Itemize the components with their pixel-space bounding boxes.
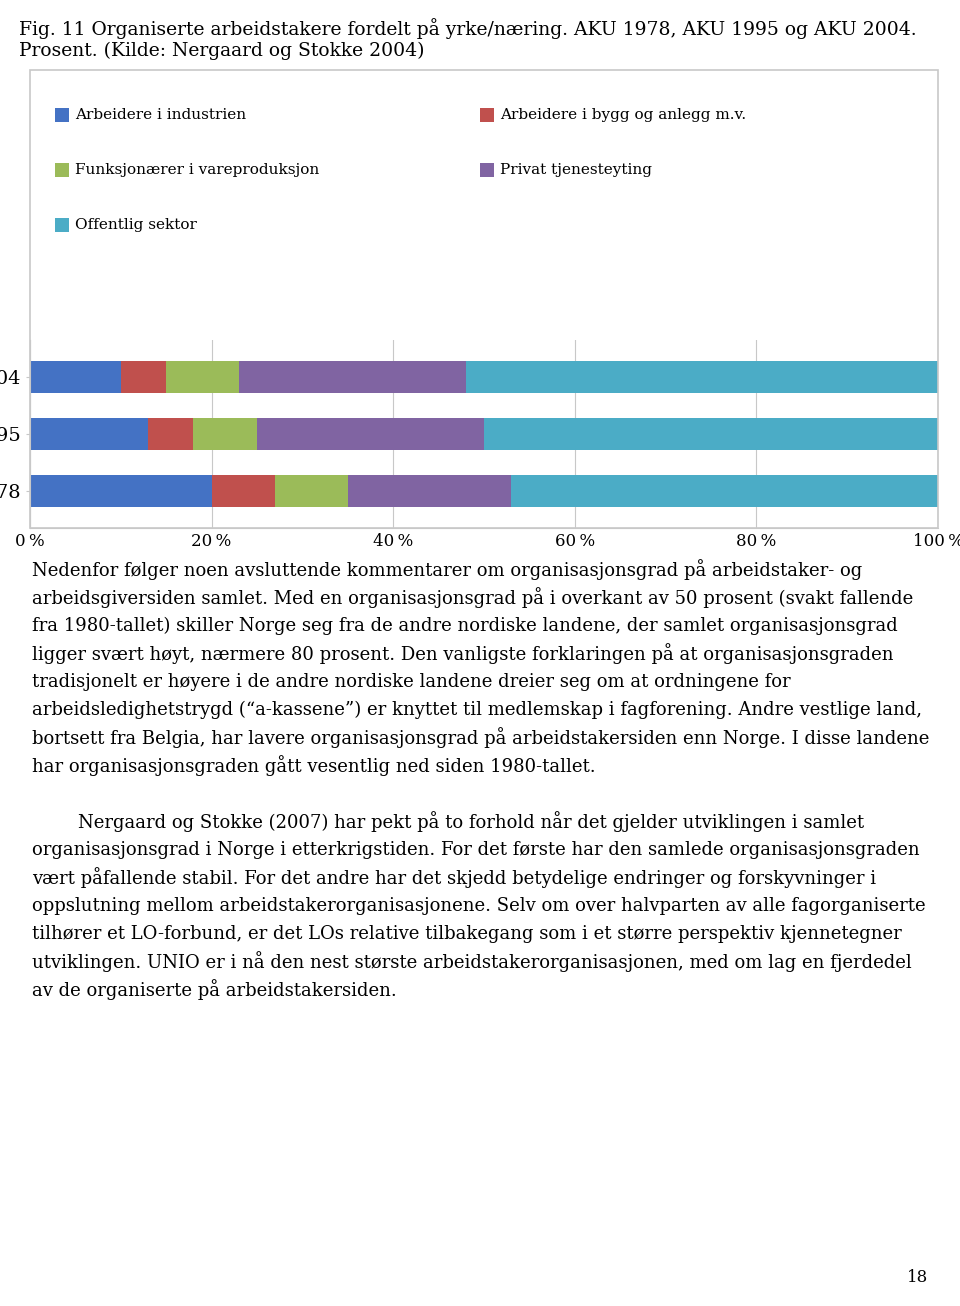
Bar	[30, 418, 148, 449]
Text: ligger svært høyt, nærmere 80 prosent. Den vanligste forklaringen på at organisa: ligger svært høyt, nærmere 80 prosent. D…	[32, 644, 894, 665]
Bar	[512, 475, 938, 507]
Text: bortsett fra Belgia, har lavere organisasjonsgrad på arbeidstakersiden enn Norge: bortsett fra Belgia, har lavere organisa…	[32, 727, 929, 748]
Bar	[166, 362, 239, 393]
Text: Arbeidere i industrien: Arbeidere i industrien	[75, 108, 246, 121]
Bar	[121, 362, 166, 393]
Bar	[348, 475, 512, 507]
Bar	[30, 475, 211, 507]
Bar	[484, 418, 938, 449]
Bar	[30, 71, 938, 528]
Text: tradisjonelt er høyere i de andre nordiske landene dreier seg om at ordningene f: tradisjonelt er høyere i de andre nordis…	[32, 673, 791, 691]
Text: Fig. 11 Organiserte arbeidstakere fordelt på yrke/næring. AKU 1978, AKU 1995 og : Fig. 11 Organiserte arbeidstakere fordel…	[19, 18, 917, 39]
Text: arbeidsledighetstrygd (“a-kassene”) er knyttet til medlemskap i fagforening. And: arbeidsledighetstrygd (“a-kassene”) er k…	[32, 701, 922, 720]
Text: Nedenfor følger noen avsluttende kommentarer om organisasjonsgrad på arbeidstake: Nedenfor følger noen avsluttende komment…	[32, 559, 862, 580]
Bar	[276, 475, 348, 507]
Text: 18: 18	[907, 1269, 928, 1286]
Bar	[257, 418, 484, 449]
Bar	[55, 218, 69, 232]
Text: Nergaard og Stokke (2007) har pekt på to forhold når det gjelder utviklingen i s: Nergaard og Stokke (2007) har pekt på to…	[32, 811, 864, 832]
Bar	[466, 362, 938, 393]
Bar	[480, 163, 494, 178]
Text: har organisasjonsgraden gått vesentlig ned siden 1980-tallet.: har organisasjonsgraden gått vesentlig n…	[32, 756, 595, 777]
Bar	[480, 108, 494, 121]
Text: Prosent. (Kilde: Nergaard og Stokke 2004): Prosent. (Kilde: Nergaard og Stokke 2004…	[19, 42, 424, 60]
Bar	[239, 362, 466, 393]
Text: tilhører et LO-forbund, er det LOs relative tilbakegang som i et større perspekt: tilhører et LO-forbund, er det LOs relat…	[32, 925, 901, 943]
Text: Offentlig sektor: Offentlig sektor	[75, 218, 197, 232]
Bar	[30, 362, 121, 393]
Bar	[211, 475, 276, 507]
Text: fra 1980-tallet) skiller Norge seg fra de andre nordiske landene, der samlet org: fra 1980-tallet) skiller Norge seg fra d…	[32, 616, 898, 635]
Text: utviklingen. UNIO er i nå den nest største arbeidstakerorganisasjonen, med om la: utviklingen. UNIO er i nå den nest størs…	[32, 952, 912, 973]
Bar	[148, 418, 194, 449]
Text: Privat tjenesteyting: Privat tjenesteyting	[500, 163, 652, 178]
Text: oppslutning mellom arbeidstakerorganisasjonene. Selv om over halvparten av alle : oppslutning mellom arbeidstakerorganisas…	[32, 897, 925, 916]
Text: Arbeidere i bygg og anlegg m.v.: Arbeidere i bygg og anlegg m.v.	[500, 108, 746, 121]
Text: organisasjonsgrad i Norge i etterkrigstiden. For det første har den samlede orga: organisasjonsgrad i Norge i etterkrigsti…	[32, 841, 920, 859]
Bar	[55, 163, 69, 178]
Text: av de organiserte på arbeidstakersiden.: av de organiserte på arbeidstakersiden.	[32, 980, 396, 1000]
Text: vært påfallende stabil. For det andre har det skjedd betydelige endringer og for: vært påfallende stabil. For det andre ha…	[32, 867, 876, 888]
Text: Funksjonærer i vareproduksjon: Funksjonærer i vareproduksjon	[75, 163, 320, 178]
Bar	[193, 418, 257, 449]
Text: arbeidsgiversiden samlet. Med en organisasjonsgrad på i overkant av 50 prosent (: arbeidsgiversiden samlet. Med en organis…	[32, 588, 913, 609]
Bar	[55, 108, 69, 121]
